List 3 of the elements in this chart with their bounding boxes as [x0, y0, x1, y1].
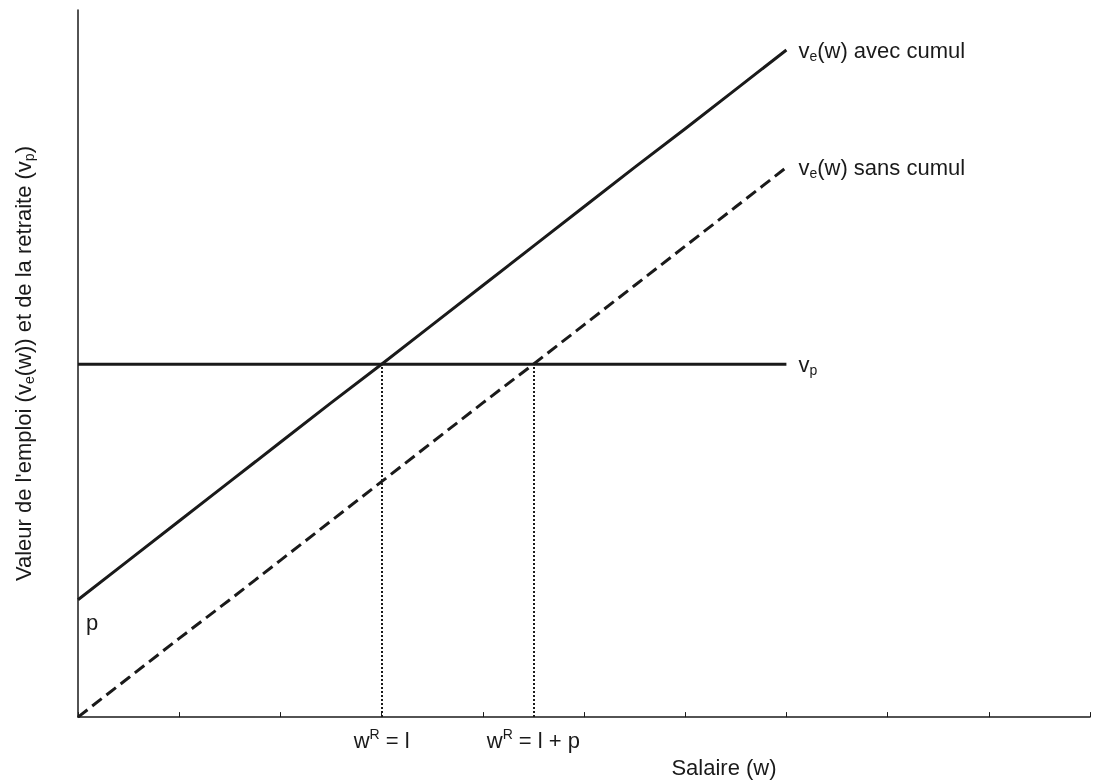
- x-axis-title: Salaire (w): [671, 754, 777, 780]
- y-axis-title: Valeur de l'emploi (ve(w)) et de la retraite (vp): [10, 146, 37, 582]
- annotation: p: [86, 610, 99, 636]
